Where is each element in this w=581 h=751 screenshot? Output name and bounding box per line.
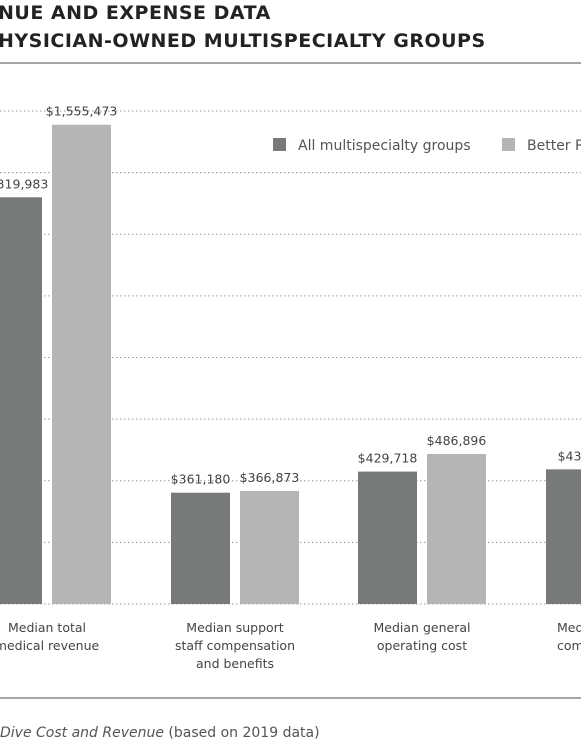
bar [358, 471, 417, 604]
value-label: $429,718 [358, 451, 418, 466]
legend-swatch [273, 138, 286, 151]
source: Dive Cost and Revenue (based on 2019 dat… [0, 725, 320, 741]
x-tick-label: Median support staff compensation and bene… [175, 620, 295, 671]
x-tick-line: com [557, 638, 581, 653]
x-tick-line: Med [557, 620, 581, 635]
x-tick-label: Median total medical revenue [0, 620, 100, 653]
x-tick-line: Median total [8, 620, 86, 635]
source-title: Dive Cost and Revenue [0, 725, 164, 741]
x-tick-line: staff compensation [175, 638, 295, 653]
chart-title: HYSICIAN-OWNED MULTISPECIALTY GROUPS [0, 30, 486, 52]
value-label: $366,873 [240, 470, 300, 485]
legend-swatch [502, 138, 515, 151]
x-tick-line: medical revenue [0, 638, 100, 653]
value-label: $1,319,983 [0, 176, 48, 191]
x-tick-line: Median support [186, 620, 284, 635]
x-tick-line: operating cost [377, 638, 467, 653]
bar [240, 490, 299, 604]
bar [427, 453, 486, 604]
bar [0, 197, 42, 604]
x-tick-line: Median general [374, 620, 471, 635]
legend-label: Better P [527, 138, 581, 154]
bar [171, 492, 230, 604]
value-label: $486,896 [427, 433, 487, 448]
chart-title: NUE AND EXPENSE DATA [0, 2, 271, 24]
source-note: (based on 2019 data) [164, 725, 320, 741]
x-tick-line: and benefits [196, 656, 274, 671]
value-label: $437, [558, 448, 581, 463]
bar [546, 469, 581, 604]
value-label: $361,180 [171, 472, 231, 487]
legend-label: All multispecialty groups [298, 138, 471, 154]
value-label: $1,555,473 [46, 104, 118, 119]
x-tick-label: Median general operating cost [374, 620, 471, 653]
bar [52, 124, 111, 604]
x-tick-label: Med com [557, 620, 581, 653]
